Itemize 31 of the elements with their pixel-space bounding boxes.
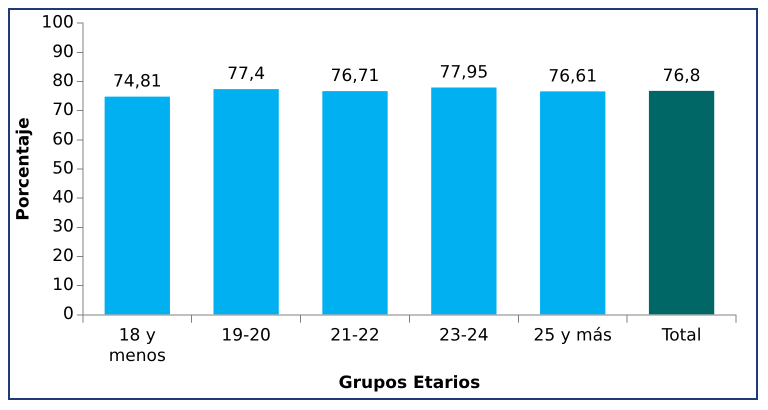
y-axis-title: Porcentaje [14, 117, 34, 221]
x-tick-label: 19-20 [221, 325, 271, 346]
y-tick-label: 10 [52, 275, 74, 296]
y-tick-label: 70 [52, 100, 74, 120]
y-tick-label: 100 [41, 12, 74, 33]
bar [322, 91, 388, 314]
y-tick-label: 0 [63, 304, 74, 324]
y-tick-label: 90 [52, 42, 74, 62]
data-label: 77,4 [227, 64, 266, 84]
y-tick-label: 60 [52, 129, 74, 150]
bar [648, 90, 714, 314]
bar [213, 89, 279, 314]
x-axis-title: Grupos Etarios [338, 373, 480, 394]
data-label: 77,95 [440, 62, 488, 82]
bar [104, 96, 170, 314]
x-tick-label: 18 y menos [108, 325, 166, 366]
data-label: 76,8 [662, 66, 700, 86]
data-label: 74,81 [112, 72, 162, 92]
data-label: 76,61 [548, 66, 598, 86]
y-tick-label: 50 [52, 158, 74, 178]
x-tick-label: 25 y más [534, 325, 612, 346]
x-tick-label: 21-22 [330, 325, 380, 346]
y-tick-label: 30 [52, 216, 74, 237]
y-tick-label: 40 [52, 188, 74, 208]
bar [540, 91, 606, 314]
x-tick-label: 23-24 [439, 325, 489, 346]
bar [431, 88, 497, 314]
y-tick-label: 20 [52, 246, 74, 266]
y-tick-label: 80 [52, 70, 74, 91]
data-label: 76,71 [330, 66, 380, 86]
x-tick-label: Total [660, 325, 702, 346]
